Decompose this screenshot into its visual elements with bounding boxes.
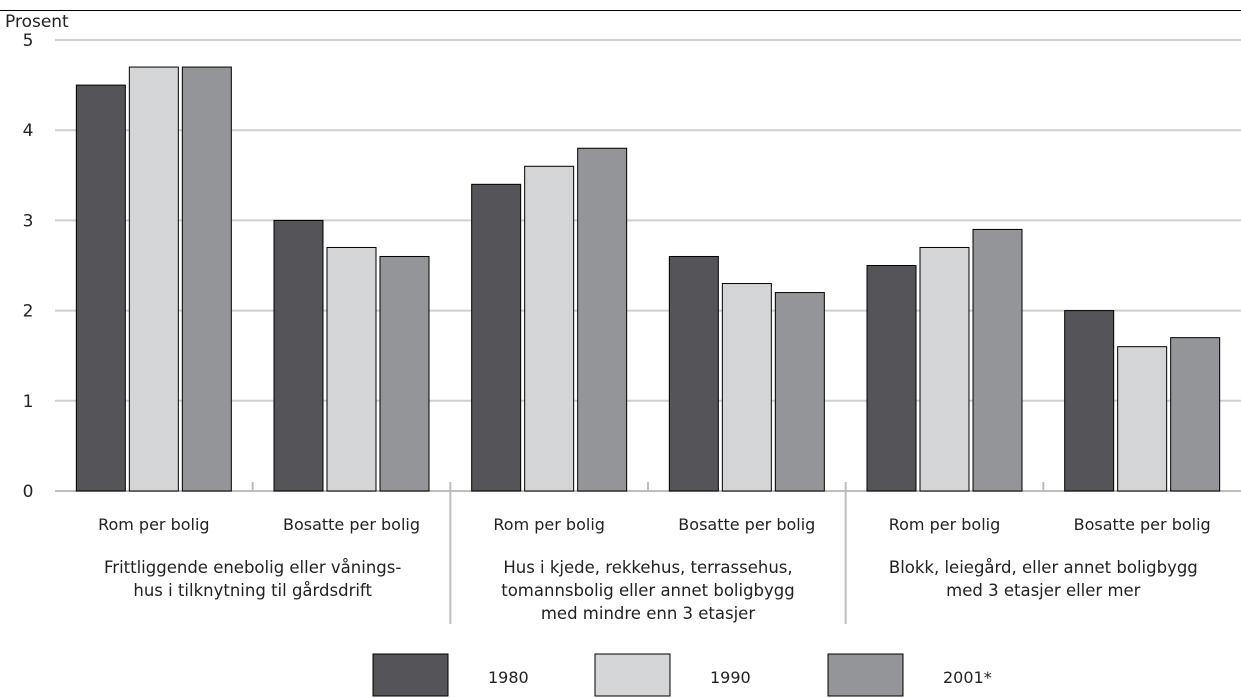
category-label: Bosatte per bolig: [678, 515, 815, 534]
bar: [972, 228, 1023, 492]
bar: [919, 246, 970, 492]
y-tick-label: 2: [23, 302, 34, 322]
category-label: Bosatte per bolig: [283, 515, 420, 534]
bar: [181, 66, 232, 492]
bar: [75, 84, 126, 492]
y-tick-label: 0: [23, 482, 34, 502]
bar: [1170, 337, 1221, 492]
bar: [379, 255, 430, 492]
bar: [774, 292, 825, 492]
legend-swatch: [372, 653, 449, 697]
group-label: Frittliggende enebolig eller vånings-hus…: [104, 558, 401, 600]
y-tick-label: 1: [23, 392, 34, 412]
legend-label: 1990: [710, 668, 751, 687]
bar: [668, 255, 719, 492]
bar: [326, 246, 377, 492]
y-axis-label: Prosent: [5, 12, 69, 32]
y-tick-label: 3: [23, 211, 34, 231]
legend-label: 1980: [488, 668, 529, 687]
bar: [1117, 346, 1168, 492]
y-tick-label: 4: [23, 121, 34, 141]
category-label: Rom per bolig: [889, 515, 1001, 534]
category-label: Rom per bolig: [98, 515, 210, 534]
bar: [721, 283, 772, 492]
legend-swatch: [594, 653, 671, 697]
bar: [273, 219, 324, 492]
bar: [128, 66, 179, 492]
legend-swatch: [827, 653, 904, 697]
bar: [577, 147, 628, 492]
category-label: Rom per bolig: [493, 515, 605, 534]
legend-label: 2001*: [943, 668, 992, 687]
bar: [471, 183, 522, 492]
bar: [866, 265, 917, 492]
group-label: Hus i kjede, rekkehus, terrassehus, toman…: [501, 558, 795, 623]
category-label: Bosatte per bolig: [1074, 515, 1211, 534]
bar: [1064, 310, 1115, 492]
bar: [524, 165, 575, 492]
group-label: Blokk, leiegård, eller annet boligbygg me…: [889, 558, 1198, 600]
y-tick-label: 5: [23, 31, 34, 51]
